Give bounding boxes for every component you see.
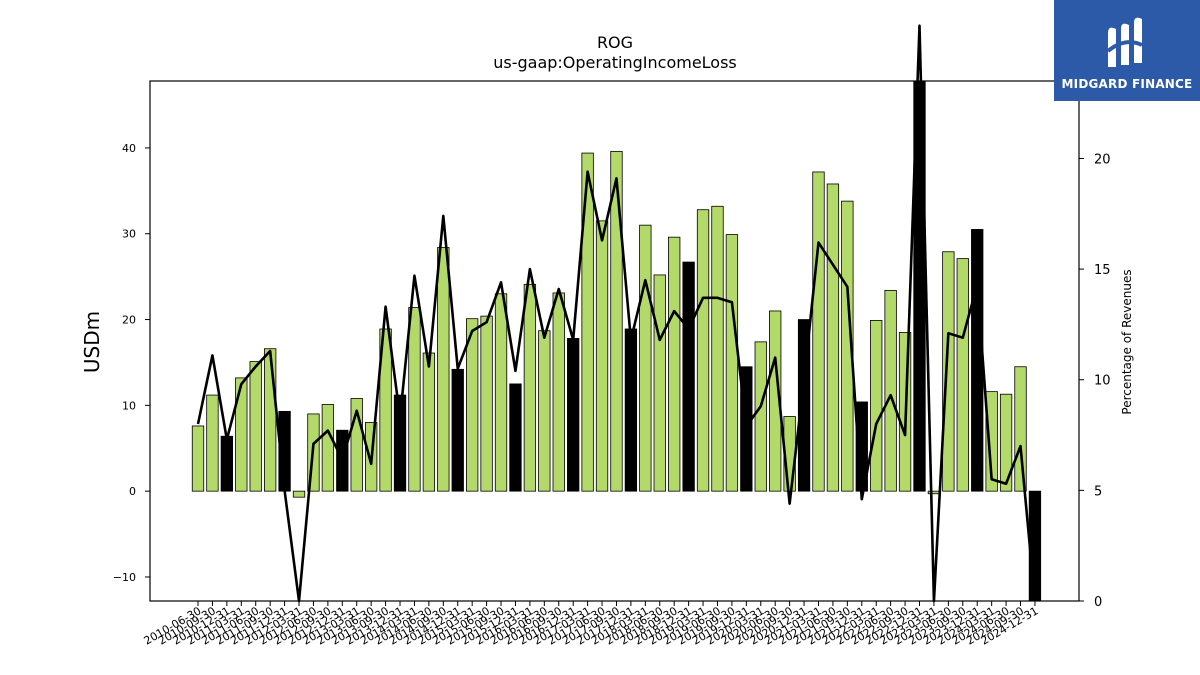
bar [668, 236, 681, 492]
bar [538, 330, 551, 492]
bar [581, 152, 594, 492]
bar-q4 [509, 383, 522, 492]
bar [206, 394, 219, 492]
chart-title: ROG [597, 33, 633, 52]
axes-layer: −10010203040051015202010-06-302010-09-30… [113, 80, 1111, 648]
bar [653, 274, 666, 492]
y-tick-label: −10 [113, 571, 136, 584]
bar [191, 425, 205, 492]
y-tick-label: 10 [122, 399, 136, 412]
line-layer [196, 24, 1037, 603]
bar [350, 398, 363, 492]
bar-q4 [451, 368, 464, 492]
bar [639, 224, 652, 492]
bar [523, 283, 537, 492]
bar [841, 200, 854, 492]
percentage-line [196, 24, 1037, 603]
bar [610, 150, 623, 492]
bar [494, 293, 508, 492]
bar-q4 [567, 338, 580, 492]
bar-q4 [971, 229, 984, 492]
y-tick-label: 0 [129, 485, 136, 498]
bar [999, 393, 1013, 492]
bar [235, 377, 248, 492]
bar [884, 289, 897, 492]
y-tick-label: 20 [122, 314, 136, 327]
bar [956, 258, 969, 492]
y2-axis-label: Percentage of Revenues [1120, 269, 1134, 414]
logo-mark-icon [1106, 17, 1143, 67]
bar [263, 348, 277, 492]
bar-q4 [682, 261, 695, 492]
bar [422, 352, 436, 492]
logo-text: MIDGARD FINANCE [1061, 76, 1193, 91]
y2-tick-label: 20 [1094, 152, 1111, 167]
bar-q4 [624, 328, 638, 492]
bar [437, 247, 450, 492]
bar-q4 [393, 394, 407, 492]
y2-tick-label: 15 [1094, 263, 1111, 278]
bar [942, 251, 955, 492]
bar [826, 183, 840, 492]
bar [812, 171, 825, 492]
y-tick-label: 40 [122, 142, 136, 155]
bar [769, 310, 782, 492]
bar-q4 [797, 319, 811, 492]
y2-tick-label: 10 [1094, 374, 1111, 389]
logo: MIDGARD FINANCE [1054, 0, 1200, 101]
bar-q4 [740, 366, 753, 492]
y2-tick-label: 5 [1094, 484, 1102, 499]
bar [321, 404, 335, 492]
bar [985, 391, 998, 492]
bar-q4 [336, 429, 349, 492]
bar [466, 318, 479, 492]
bar [696, 209, 710, 492]
plot-frame [149, 80, 1080, 602]
bar [754, 341, 767, 492]
bar [480, 315, 493, 492]
chart-subtitle: us-gaap:OperatingIncomeLoss [493, 53, 737, 72]
bar [595, 220, 609, 492]
bar [408, 307, 421, 492]
y2-tick-label: 0 [1094, 595, 1102, 610]
bar [870, 320, 883, 492]
bar [1014, 366, 1027, 492]
y-tick-label: 30 [122, 228, 136, 241]
bar [292, 490, 306, 498]
bar [552, 292, 565, 492]
y-axis-label: USDm [80, 311, 104, 373]
bars-layer [191, 80, 1042, 602]
bar [725, 234, 739, 492]
bar [249, 361, 262, 492]
bar [711, 205, 724, 492]
bar [379, 328, 392, 492]
bar-q4 [220, 435, 234, 492]
